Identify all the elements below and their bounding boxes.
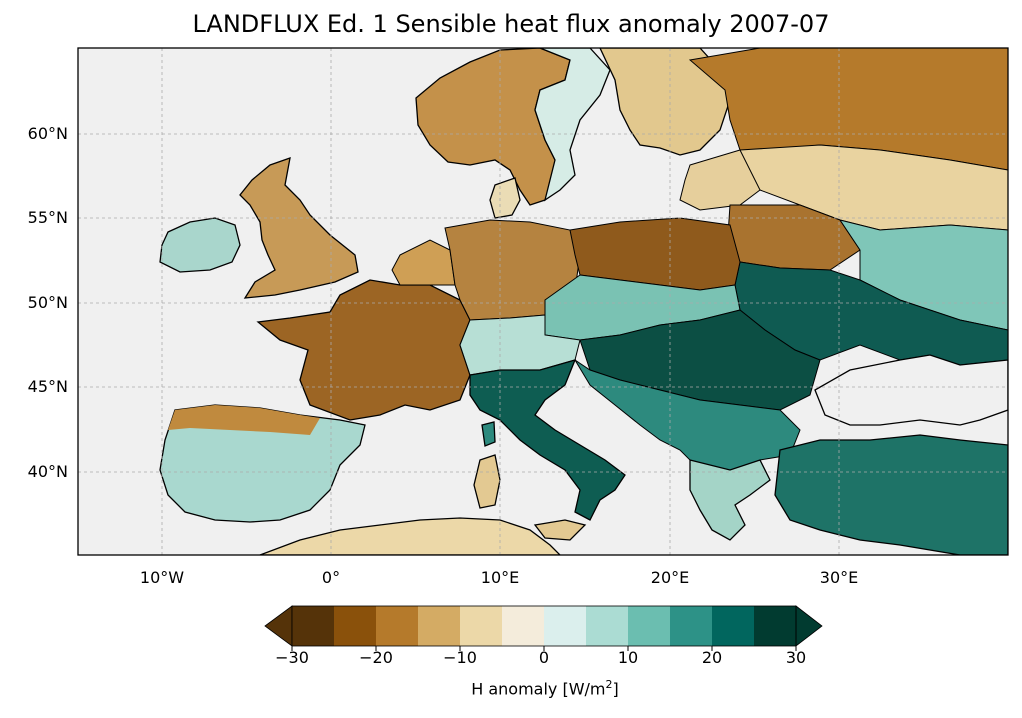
colorbar-tick-label: −10 bbox=[443, 648, 477, 667]
colorbar-tick-label: 30 bbox=[785, 648, 807, 667]
colorbar-segment bbox=[586, 606, 629, 646]
land-corsica bbox=[481, 421, 496, 447]
colorbar-segment bbox=[460, 606, 503, 646]
colorbar-tick-label: 10 bbox=[617, 648, 639, 667]
lat-label-40n: 40°N bbox=[27, 462, 68, 481]
colorbar-title-end: ] bbox=[612, 679, 619, 699]
land-baltics bbox=[679, 149, 761, 211]
colorbar-title-text: H anomaly [W/m bbox=[471, 679, 606, 699]
lat-label-60n: 60°N bbox=[27, 124, 68, 143]
colorbar-segment bbox=[628, 606, 671, 646]
lon-label-0: 0° bbox=[321, 568, 341, 587]
colorbar-segment bbox=[544, 606, 587, 646]
gridlines bbox=[78, 48, 1008, 555]
colorbar-segment bbox=[712, 606, 755, 646]
lat-label-45n: 45°N bbox=[27, 377, 68, 396]
colorbar-tick-label: 20 bbox=[701, 648, 723, 667]
colorbar-segment bbox=[754, 606, 797, 646]
land-greece bbox=[689, 459, 771, 541]
colorbar-title: H anomaly [W/m2] bbox=[300, 678, 790, 698]
land-great-britain bbox=[239, 157, 359, 299]
colorbar-tick-label: −30 bbox=[275, 648, 309, 667]
colorbar-ticks bbox=[291, 646, 797, 651]
land-sweden bbox=[534, 48, 611, 202]
map-title: LANDFLUX Ed. 1 Sensible heat flux anomal… bbox=[192, 10, 830, 38]
lat-label-55n: 55°N bbox=[27, 208, 68, 227]
land-denmark bbox=[489, 177, 521, 219]
colorbar-segment bbox=[334, 606, 377, 646]
lon-label-10e: 10°E bbox=[480, 568, 520, 587]
lon-label-30e: 30°E bbox=[819, 568, 859, 587]
land-ireland bbox=[159, 217, 241, 273]
colorbar-segments bbox=[292, 606, 797, 646]
colorbar-segment bbox=[502, 606, 545, 646]
colorbar-segment bbox=[376, 606, 419, 646]
colorbar-extend-high bbox=[795, 605, 823, 647]
land-italy bbox=[469, 359, 626, 521]
land-benelux bbox=[391, 239, 456, 286]
colorbar-tick-label: −20 bbox=[359, 648, 393, 667]
colorbar-title-sup: 2 bbox=[605, 678, 613, 691]
land-sardinia bbox=[473, 454, 501, 509]
lat-label-50n: 50°N bbox=[27, 293, 68, 312]
colorbar-tick-label: 0 bbox=[538, 648, 550, 667]
lon-label-20e: 20°E bbox=[650, 568, 690, 587]
colorbar-segment bbox=[418, 606, 461, 646]
land-sicily bbox=[533, 519, 587, 541]
colorbar-segment bbox=[670, 606, 713, 646]
lon-label-10w: 10°W bbox=[139, 568, 185, 587]
colorbar bbox=[264, 605, 823, 651]
land-turkey bbox=[774, 434, 1008, 555]
land-north-spain bbox=[168, 405, 320, 435]
black-sea bbox=[814, 354, 1008, 426]
colorbar-extend-low bbox=[264, 605, 293, 647]
colorbar-segment bbox=[292, 606, 335, 646]
land-north-africa bbox=[259, 517, 561, 555]
map-frame bbox=[77, 47, 1009, 556]
map-area bbox=[78, 48, 1008, 555]
